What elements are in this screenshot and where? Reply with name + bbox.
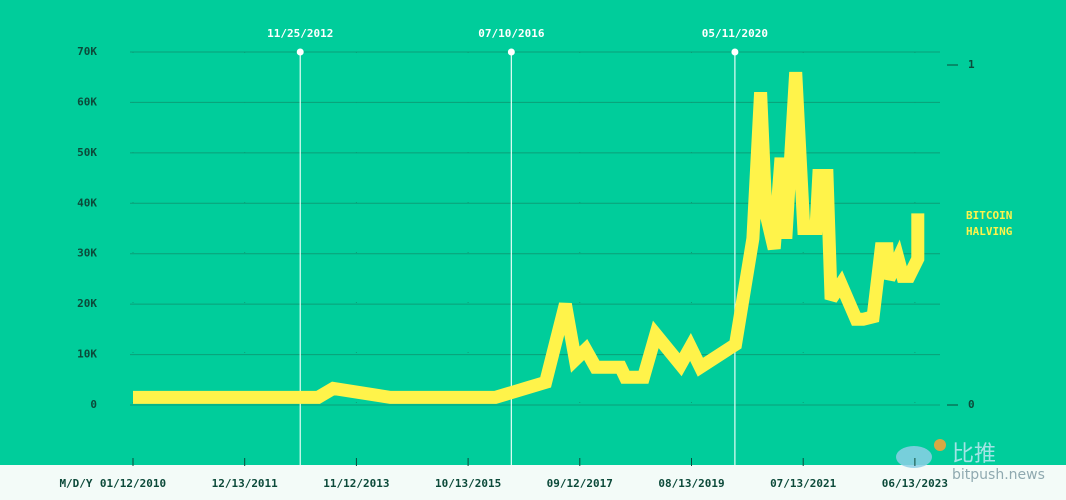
x-axis-band bbox=[0, 465, 1066, 500]
x-tick-label: 08/13/2019 bbox=[658, 477, 724, 490]
y2-tick-label: 0 bbox=[968, 398, 975, 411]
x-tick-label: 07/13/2021 bbox=[770, 477, 837, 490]
halving-dot bbox=[507, 48, 515, 56]
halving-label: 07/10/2016 bbox=[478, 27, 545, 40]
x-axis-label: M/D/Y bbox=[59, 477, 92, 490]
x-tick-label: 12/13/2011 bbox=[212, 477, 279, 490]
x-tick-label: 10/13/2015 bbox=[435, 477, 501, 490]
watermark-icon bbox=[896, 439, 946, 468]
y-tick-label: 40K bbox=[77, 196, 97, 209]
y-tick-label: 0 bbox=[90, 398, 97, 411]
watermark: 比推 bbox=[952, 442, 997, 467]
halving-label: 11/25/2012 bbox=[267, 27, 333, 40]
halving-label: 05/11/2020 bbox=[702, 27, 768, 40]
watermark: bitpush.news bbox=[952, 467, 1045, 483]
y-tick-label: 20K bbox=[77, 297, 97, 310]
x-tick-label: 01/12/2010 bbox=[100, 477, 166, 490]
x-tick-label: 09/12/2017 bbox=[547, 477, 613, 490]
halving-dot bbox=[296, 48, 304, 56]
y-tick-label: 60K bbox=[77, 95, 97, 108]
y-tick-label: 70K bbox=[77, 45, 97, 58]
y-tick-label: 10K bbox=[77, 348, 97, 361]
legend-label: BITCOIN HALVING bbox=[966, 209, 1013, 238]
halving-dot bbox=[731, 48, 739, 56]
y2-tick-label: 1 bbox=[968, 58, 975, 71]
x-tick-label: 11/12/2013 bbox=[323, 477, 389, 490]
x-tick-label: 06/13/2023 bbox=[882, 477, 948, 490]
y-tick-label: 50K bbox=[77, 146, 97, 159]
price-line bbox=[133, 71, 925, 404]
y-tick-label: 30K bbox=[77, 247, 97, 260]
